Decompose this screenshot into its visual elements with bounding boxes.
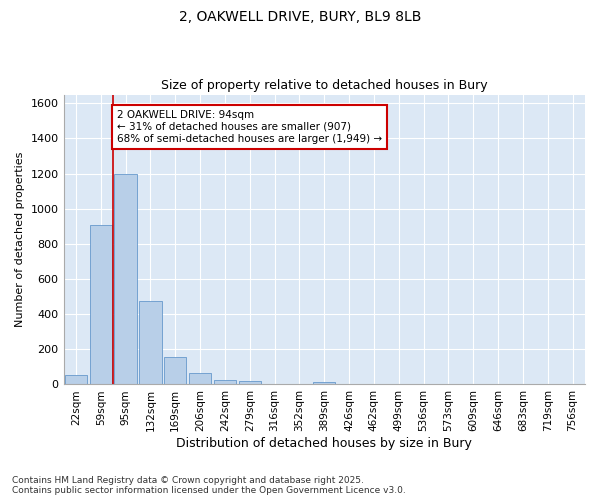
X-axis label: Distribution of detached houses by size in Bury: Distribution of detached houses by size …	[176, 437, 472, 450]
Bar	[189, 373, 211, 384]
Bar	[65, 375, 87, 384]
Bar	[89, 224, 112, 384]
Bar	[115, 174, 137, 384]
Text: 2 OAKWELL DRIVE: 94sqm
← 31% of detached houses are smaller (907)
68% of semi-de: 2 OAKWELL DRIVE: 94sqm ← 31% of detached…	[117, 110, 382, 144]
Title: Size of property relative to detached houses in Bury: Size of property relative to detached ho…	[161, 79, 488, 92]
Bar	[214, 380, 236, 384]
Y-axis label: Number of detached properties: Number of detached properties	[15, 152, 25, 327]
Bar	[313, 382, 335, 384]
Text: Contains HM Land Registry data © Crown copyright and database right 2025.
Contai: Contains HM Land Registry data © Crown c…	[12, 476, 406, 495]
Text: 2, OAKWELL DRIVE, BURY, BL9 8LB: 2, OAKWELL DRIVE, BURY, BL9 8LB	[179, 10, 421, 24]
Bar	[239, 380, 261, 384]
Bar	[164, 357, 187, 384]
Bar	[139, 301, 161, 384]
